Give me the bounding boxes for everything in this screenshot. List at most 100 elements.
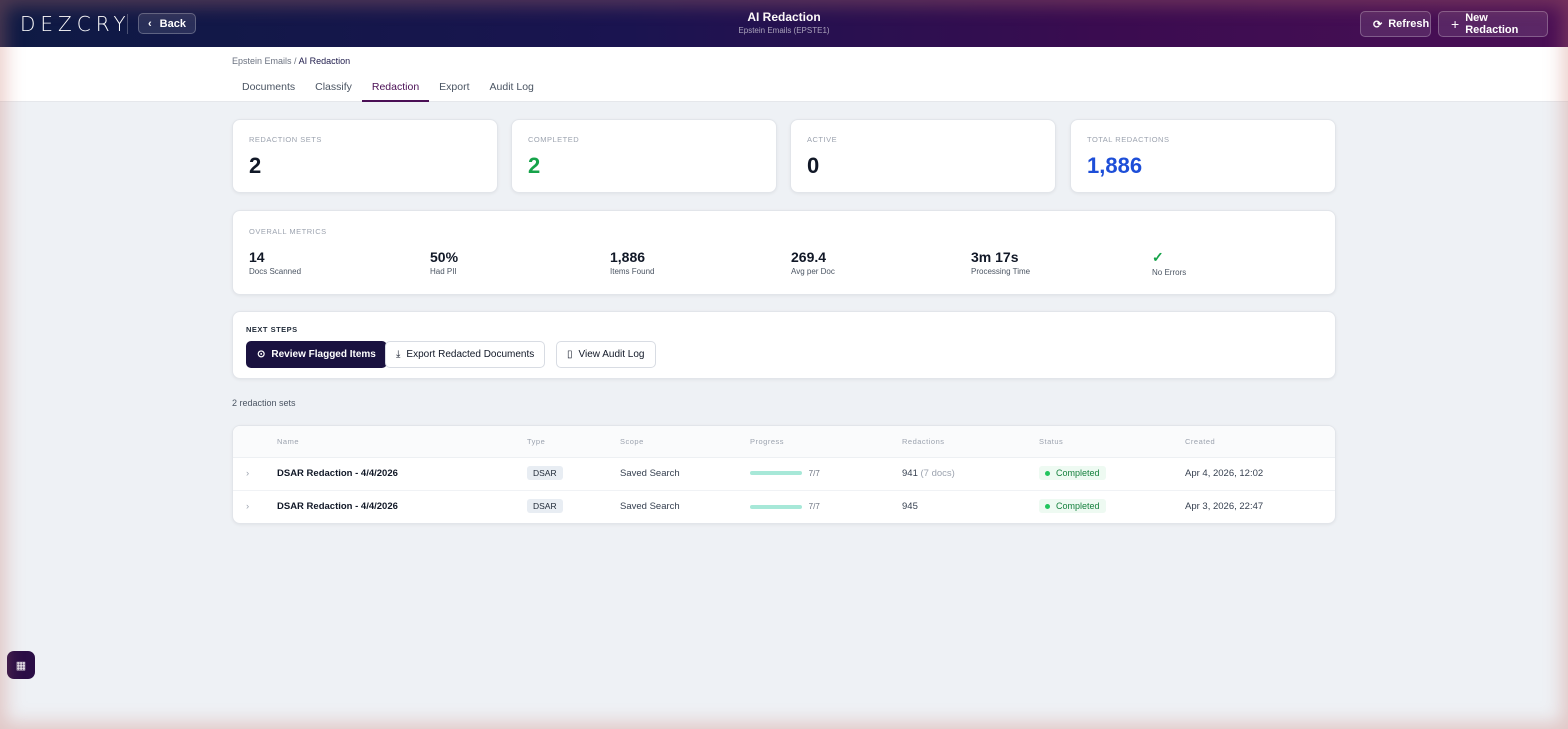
stat-label: Active <box>807 135 838 144</box>
status-badge: Completed <box>1039 466 1106 480</box>
metric-no-errors: ✓ No Errors <box>1152 249 1186 277</box>
stat-label: Total Redactions <box>1087 135 1170 144</box>
metric-caption: Had PII <box>430 267 457 276</box>
table-row[interactable]: › DSAR Redaction - 4/4/2026 DSAR Saved S… <box>233 490 1335 523</box>
metric-processing-time: 3m 17s Processing Time <box>971 249 1030 276</box>
progress-text: 7/7 <box>808 469 820 478</box>
download-icon: ⤓ <box>396 349 401 360</box>
type-badge: DSAR <box>527 466 563 480</box>
stat-value: 2 <box>528 153 541 178</box>
progress-text: 7/7 <box>808 502 820 512</box>
stat-completed: Completed 2 <box>511 119 777 193</box>
logo: DEZCRY <box>20 12 131 36</box>
row-created: Apr 3, 2026, 22:47 <box>1185 501 1264 513</box>
metric-value: 1,886 <box>610 249 646 265</box>
stat-value: 0 <box>807 153 820 178</box>
row-name[interactable]: DSAR Redaction - 4/4/2026 <box>277 501 398 513</box>
tab-audit-log[interactable]: Audit Log <box>489 81 534 93</box>
stat-redaction-sets: Redaction Sets 2 <box>232 119 498 193</box>
row-redactions: 941 <box>902 468 918 479</box>
divider <box>127 14 128 34</box>
review-label: Review Flagged Items <box>271 349 376 360</box>
refresh-label: Refresh <box>1388 18 1430 30</box>
export-redacted-button[interactable]: ⤓ Export Redacted Documents <box>385 341 546 368</box>
tab-redaction[interactable]: Redaction <box>361 81 430 102</box>
redaction-sets-table: Name Type Scope Progress Redactions Stat… <box>232 425 1336 524</box>
stat-label: Completed <box>528 135 580 144</box>
refresh-icon: ⟳ <box>1373 18 1383 31</box>
metric-caption: Processing Time <box>971 267 1031 276</box>
metric-value: 14 <box>249 249 265 265</box>
metric-value: 269.4 <box>791 249 827 265</box>
metric-items-found: 1,886 Items Found <box>610 249 654 276</box>
col-type[interactable]: Type <box>527 426 620 458</box>
metric-docs-scanned: 14 Docs Scanned <box>249 249 301 276</box>
row-scope: Saved Search <box>620 457 750 491</box>
breadcrumb: Epstein Emails / AI Redaction <box>232 56 350 66</box>
new-redaction-button[interactable]: + New Redaction <box>1438 11 1548 37</box>
chevron-left-icon: ‹ <box>148 17 152 30</box>
audit-label: View Audit Log <box>578 349 645 360</box>
check-icon: ✓ <box>1152 249 1164 265</box>
page-subtitle: Epstein Emails (EPSTE1) <box>738 26 830 35</box>
grid-icon: ▦ <box>15 659 27 672</box>
col-progress[interactable]: Progress <box>750 426 902 458</box>
breadcrumb-parent[interactable]: Epstein Emails <box>232 56 292 66</box>
file-icon: ▯ <box>567 349 573 360</box>
chevron-right-icon[interactable]: › <box>246 501 250 513</box>
back-label: Back <box>159 17 186 30</box>
type-badge: DSAR <box>527 499 563 514</box>
row-redactions: 945 <box>902 501 918 513</box>
next-steps-label: Next Steps <box>246 325 298 334</box>
page-title: AI Redaction <box>747 10 821 24</box>
metric-value: 50% <box>430 249 459 265</box>
table-header: Name Type Scope Progress Redactions Stat… <box>233 426 1335 458</box>
sub-header: Epstein Emails / AI Redaction Documents … <box>0 47 1568 102</box>
stat-label: Redaction Sets <box>249 135 322 144</box>
metric-caption: Items Found <box>610 267 655 276</box>
col-name[interactable]: Name <box>277 426 527 458</box>
top-bar: DEZCRY ‹ Back AI Redaction Epstein Emails… <box>0 0 1568 47</box>
row-docs: (7 docs) <box>920 468 955 479</box>
breadcrumb-current: AI Redaction <box>298 56 351 66</box>
metrics-label: Overall Metrics <box>249 227 327 236</box>
tab-documents[interactable]: Documents <box>242 81 296 93</box>
row-scope: Saved Search <box>620 501 680 513</box>
apps-grid-button[interactable]: ▦ <box>7 651 35 679</box>
metric-caption: Docs Scanned <box>249 267 302 276</box>
refresh-button[interactable]: ⟳ Refresh <box>1360 11 1431 37</box>
view-audit-log-button[interactable]: ▯ View Audit Log <box>556 341 656 368</box>
progress-bar <box>750 471 802 476</box>
col-status[interactable]: Status <box>1039 426 1185 458</box>
col-created[interactable]: Created <box>1185 426 1335 458</box>
stat-active: Active 0 <box>790 119 1056 193</box>
next-steps-card: Next Steps ⊙ Review Flagged Items ⤓ Export… <box>232 311 1336 379</box>
tab-classify[interactable]: Classify <box>315 81 352 93</box>
stat-value: 1,886 <box>1087 153 1143 178</box>
tab-export[interactable]: Export <box>439 81 470 93</box>
review-flagged-button[interactable]: ⊙ Review Flagged Items <box>246 341 387 368</box>
back-button[interactable]: ‹ Back <box>138 13 196 34</box>
col-scope[interactable]: Scope <box>620 426 750 458</box>
row-name[interactable]: DSAR Redaction - 4/4/2026 <box>277 457 527 491</box>
tabs: Documents Classify Redaction Export Audi… <box>232 81 544 102</box>
col-redactions[interactable]: Redactions <box>902 426 1039 458</box>
metric-caption: Avg per Doc <box>791 267 835 276</box>
plus-icon: + <box>1451 16 1460 32</box>
metric-had-pii: 50% Had PII <box>430 249 458 276</box>
set-count: 2 redaction sets <box>232 398 296 408</box>
row-created: Apr 4, 2026, 12:02 <box>1185 457 1335 491</box>
breadcrumb-sep: / <box>294 56 297 66</box>
metric-caption: No Errors <box>1152 268 1187 277</box>
overall-metrics-card: Overall Metrics 14 Docs Scanned 50% Had PI… <box>232 210 1336 295</box>
table-row[interactable]: › DSAR Redaction - 4/4/2026 DSAR Saved S… <box>233 457 1335 491</box>
chevron-right-icon[interactable]: › <box>233 457 277 491</box>
metric-avg-per-doc: 269.4 Avg per Doc <box>791 249 835 276</box>
stat-total-redactions: Total Redactions 1,886 <box>1070 119 1336 193</box>
metric-value: 3m 17s <box>971 249 1019 265</box>
new-redaction-label: New Redaction <box>1465 12 1519 36</box>
stat-value: 2 <box>249 153 262 178</box>
status-badge: Completed <box>1039 499 1106 514</box>
check-circle-icon: ⊙ <box>257 349 266 360</box>
export-label: Export Redacted Documents <box>406 349 535 360</box>
